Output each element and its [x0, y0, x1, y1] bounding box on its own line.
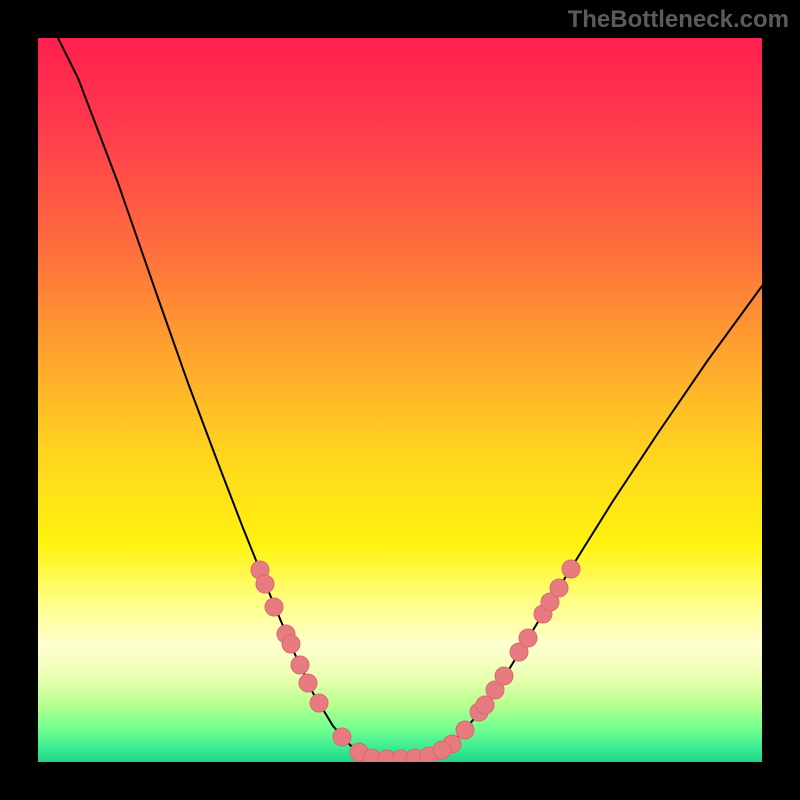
marker-right: [495, 667, 513, 685]
marker-right: [456, 721, 474, 739]
curve-layer: [38, 38, 762, 762]
marker-right: [550, 579, 568, 597]
marker-left: [256, 575, 274, 593]
marker-left: [299, 674, 317, 692]
marker-left: [265, 598, 283, 616]
chart-container: TheBottleneck.com: [0, 0, 800, 800]
marker-left: [310, 694, 328, 712]
marker-left: [282, 635, 300, 653]
marker-bottom: [333, 728, 351, 746]
marker-bottom: [433, 741, 451, 759]
marker-left: [291, 656, 309, 674]
marker-right: [562, 560, 580, 578]
watermark-text: TheBottleneck.com: [568, 6, 789, 34]
marker-right: [519, 629, 537, 647]
bottleneck-curve: [38, 0, 762, 759]
plot-area: [38, 38, 762, 762]
